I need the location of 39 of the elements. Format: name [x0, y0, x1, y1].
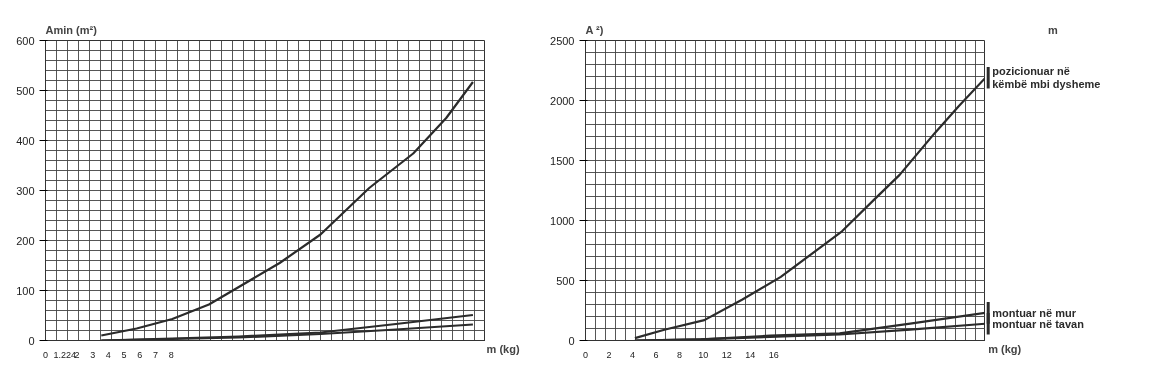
x-axis-title: m (kg) — [988, 342, 1022, 355]
x-tick-label: 8 — [168, 349, 174, 360]
y-axis-title: Amin (m²) — [45, 23, 98, 36]
y-tick-label: 200 — [16, 234, 35, 247]
text: m — [1048, 23, 1059, 36]
x-axis-title: m (kg) — [486, 342, 520, 355]
y-tick-label: 300 — [16, 184, 35, 197]
y-tick-label: 0 — [28, 334, 35, 347]
y-tick-label: 100 — [16, 284, 35, 297]
x-tick-label: 3 — [90, 349, 96, 360]
x-tick-label: 6 — [137, 349, 143, 360]
x-tick-label: 5 — [121, 349, 127, 360]
x-tick-label: 0 — [583, 349, 589, 360]
x-tick-label: 14 — [745, 349, 756, 360]
legend-label: montuar në mur — [992, 306, 1077, 319]
y-tick-label: 1500 — [550, 154, 575, 167]
y-tick-label: 500 — [16, 84, 35, 97]
x-tick-label: 4 — [630, 349, 636, 360]
x-tick-label: 12 — [721, 349, 732, 360]
legend-label: pozicionuar në këmbë mbi dysheme — [992, 65, 1101, 91]
y-tick-label: 2000 — [550, 94, 575, 107]
y-tick-label: 1000 — [550, 214, 575, 227]
x-tick-label: 1.224 — [53, 349, 76, 360]
x-tick-label: 0 — [43, 349, 49, 360]
x-tick-label: 7 — [153, 349, 159, 360]
x-tick-label: 16 — [768, 349, 779, 360]
y-tick-label: 600 — [16, 34, 35, 47]
y-axis-title: A ²) — [585, 23, 604, 36]
y-tick-label: 2500 — [550, 34, 575, 47]
x-tick-label: 10 — [698, 349, 709, 360]
x-tick-label: 2 — [606, 349, 612, 360]
x-tick-label: 4 — [105, 349, 111, 360]
x-tick-label: 2 — [74, 349, 80, 360]
y-tick-label: 400 — [16, 134, 35, 147]
y-tick-label: 500 — [556, 274, 575, 287]
x-tick-label: 6 — [653, 349, 659, 360]
y-tick-label: 0 — [568, 334, 575, 347]
legend-label: montuar në tavan — [992, 317, 1085, 330]
x-tick-label: 8 — [677, 349, 683, 360]
